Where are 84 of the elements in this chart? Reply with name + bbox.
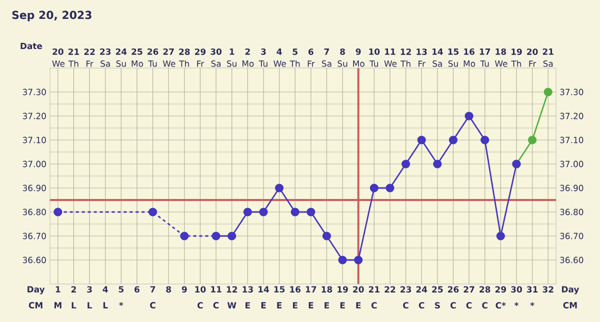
x-tick-label: 22 bbox=[384, 286, 396, 292]
x2-tick-label: 10 Tu bbox=[369, 48, 380, 67]
x-tick-label: 13 E bbox=[242, 286, 253, 308]
x-tick-label: 25 S bbox=[432, 286, 443, 309]
x2-tick-label: 19 Th bbox=[511, 48, 522, 67]
x2-tick-label: 12 Th bbox=[400, 48, 411, 67]
y-tick-label: 36.80 bbox=[22, 208, 46, 216]
x-tick-label: 12 W bbox=[226, 286, 238, 308]
x-tick-label: 18 E bbox=[322, 286, 332, 308]
y-tick-label: 36.90 bbox=[22, 184, 46, 192]
x2-axis-title: Date bbox=[20, 42, 42, 50]
x-tick-label: 30 * bbox=[511, 286, 522, 306]
x-tick-label: 23 C bbox=[400, 286, 412, 309]
x-tick-label: 8 bbox=[166, 286, 172, 293]
x2-tick-label: 1 Su bbox=[227, 48, 236, 67]
x2-tick-label: 29 Fr bbox=[195, 48, 206, 67]
x2-tick-label: 20 Fr bbox=[527, 48, 538, 67]
x2-tick-label: 22 Fr bbox=[84, 48, 95, 67]
x-tick-label: 11 C bbox=[211, 286, 222, 308]
x2-tick-label: 5 Th bbox=[290, 48, 300, 67]
text: Day CM bbox=[562, 286, 580, 308]
y2-tick-label: 36.60 bbox=[560, 256, 584, 264]
x-tick-label: 2 L bbox=[71, 286, 76, 308]
x-tick-label: 21 C bbox=[368, 286, 380, 309]
x-tick-label: 10 C bbox=[195, 286, 206, 309]
x-tick-label: 27 C bbox=[464, 286, 474, 309]
y-tick-label: 36.70 bbox=[22, 232, 46, 240]
x2-tick-label: 27 We bbox=[162, 48, 176, 67]
x2-tick-label: 17 Tu bbox=[480, 48, 490, 67]
chart-title: Sep 20, 2023 bbox=[12, 10, 92, 22]
x-tick-label: 20 E bbox=[353, 286, 364, 308]
x-tick-label: 32 bbox=[542, 286, 554, 293]
x2-tick-label: 21 Sa bbox=[542, 48, 554, 67]
x2-tick-label: 24 Su bbox=[116, 48, 127, 67]
y-tick-label: 37.10 bbox=[22, 136, 46, 144]
y2-tick-label: 36.80 bbox=[560, 208, 584, 216]
x2-tick-label: 23 Sa bbox=[100, 48, 111, 67]
x2-tick-label: 30 Sa bbox=[210, 48, 222, 67]
y2-tick-label: 37.30 bbox=[560, 88, 584, 96]
x-tick-label: 5 * bbox=[118, 286, 124, 306]
x-tick-label: 3 L bbox=[87, 286, 92, 308]
x-tick-label: 1 M bbox=[54, 286, 62, 308]
x-tick-label: 9 bbox=[182, 286, 187, 293]
x-tick-label: 17 E bbox=[306, 286, 316, 308]
x2-tick-label: 26 Tu bbox=[148, 48, 158, 67]
y2-tick-label: 36.70 bbox=[560, 232, 584, 240]
x-tick-label: 4 L bbox=[102, 286, 108, 308]
x2-tick-label: 4 We bbox=[274, 48, 286, 67]
x2-tick-label: 8 Su bbox=[338, 48, 348, 67]
y2-tick-label: 37.00 bbox=[560, 160, 584, 168]
x2-tick-label: 20 We bbox=[52, 48, 65, 67]
y2-tick-label: 37.10 bbox=[560, 136, 584, 144]
x-tick-label: 26 C bbox=[448, 286, 459, 309]
x2-tick-label: 16 Mo bbox=[464, 48, 476, 67]
y-tick-label: 37.20 bbox=[22, 112, 46, 120]
x2-tick-label: 3 Tu bbox=[258, 48, 268, 67]
x2-tick-label: 18 We bbox=[494, 48, 508, 67]
x-tick-label: 7 C bbox=[150, 286, 156, 308]
x-tick-label: 24 C bbox=[416, 286, 428, 309]
y-tick-label: 37.30 bbox=[22, 88, 46, 96]
x2-tick-label: 7 Sa bbox=[322, 48, 332, 67]
x2-tick-label: 14 Sa bbox=[432, 48, 443, 67]
x2-tick-label: 6 Fr bbox=[308, 48, 315, 67]
x2-tick-label: 25 Mo bbox=[132, 48, 143, 67]
x-tick-label: 6 bbox=[134, 286, 140, 293]
x2-tick-label: 28 Th bbox=[179, 48, 190, 67]
x2-tick-label: 9 Mo bbox=[353, 48, 364, 67]
y-tick-label: 36.60 bbox=[22, 256, 46, 264]
x2-tick-label: 2 Mo bbox=[242, 48, 254, 67]
x-tick-label: 19 E bbox=[338, 286, 348, 308]
x-tick-label: 29 C* bbox=[495, 286, 506, 309]
x2-tick-label: 11 We bbox=[384, 48, 397, 67]
y-tick-label: 37.00 bbox=[22, 160, 46, 168]
x-tick-label: 31 * bbox=[526, 286, 538, 306]
x2-tick-label: 21 Th bbox=[68, 48, 80, 67]
x-tick-label: 15 E bbox=[274, 286, 285, 308]
x-axis-title: Day CM bbox=[28, 286, 45, 308]
x-tick-label: 28 C bbox=[480, 286, 490, 309]
y2-tick-label: 37.20 bbox=[560, 112, 584, 120]
y2-tick-label: 36.90 bbox=[560, 184, 584, 192]
x-tick-label: 14 E bbox=[258, 286, 269, 308]
x-tick-label: 16 E bbox=[290, 286, 301, 308]
x2-tick-label: 15 Su bbox=[448, 48, 459, 67]
x2-tick-label: 13 Fr bbox=[416, 48, 427, 67]
